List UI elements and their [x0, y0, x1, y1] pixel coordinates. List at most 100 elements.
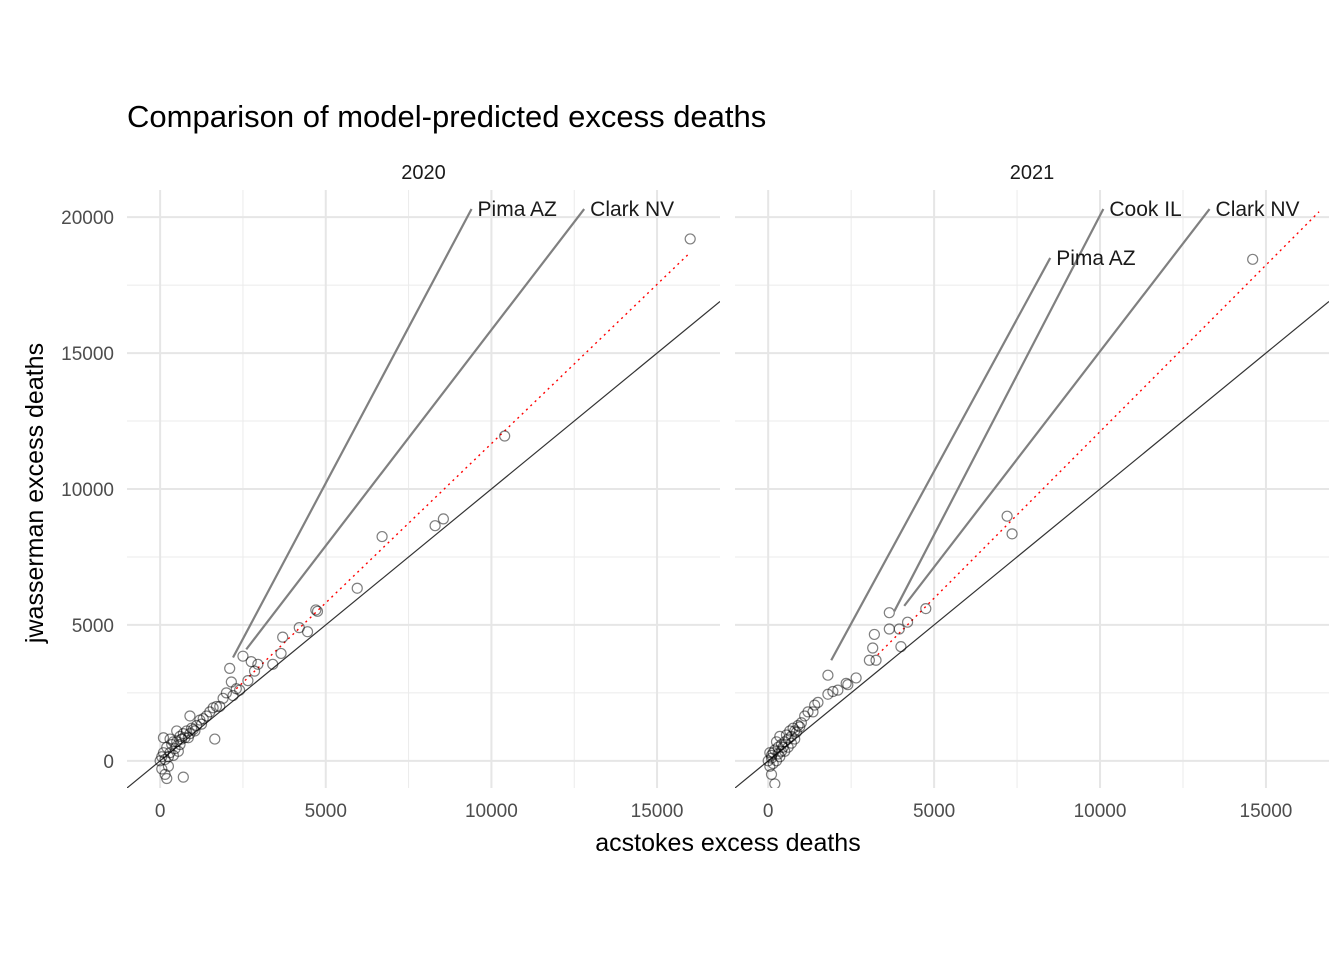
data-point [770, 755, 783, 767]
data-point [376, 530, 388, 543]
data-point [207, 702, 219, 714]
data-point [242, 675, 254, 687]
identity-line [127, 300, 720, 788]
data-point [901, 616, 914, 628]
data-point [197, 713, 209, 725]
data-point [779, 745, 791, 757]
data-point [850, 672, 862, 684]
identity-line [735, 300, 1329, 788]
annotation-label: Pima AZ [478, 198, 558, 221]
data-point [870, 654, 882, 666]
data-point [863, 654, 875, 666]
data-point [764, 760, 776, 772]
data-point [1006, 528, 1018, 540]
data-point [765, 768, 778, 781]
data-point [214, 700, 226, 713]
data-point [822, 688, 834, 700]
panel-2021: 2021 0 5000 10000 15000 Cook IL Pima AZ Clark N… [735, 162, 1329, 822]
data-point [186, 722, 198, 734]
data-point [770, 736, 783, 748]
data-point [161, 772, 173, 785]
x-tick-label: 5000 [305, 801, 347, 822]
data-point [842, 679, 854, 691]
data-point [220, 687, 232, 699]
data-point [772, 748, 784, 760]
data-point [277, 631, 289, 643]
data-point [187, 723, 199, 736]
data-point [767, 757, 779, 770]
data-point [789, 733, 801, 745]
data-point [184, 710, 196, 722]
x-tick-label: 10000 [1074, 801, 1127, 822]
annotation-line [903, 208, 1211, 607]
data-point [237, 650, 249, 662]
data-point [351, 582, 363, 594]
data-point [764, 747, 776, 759]
data-point [167, 736, 179, 748]
fit-line [235, 252, 691, 690]
data-point [802, 706, 814, 718]
data-point [832, 684, 844, 696]
annotation-label: Clark NV [590, 198, 674, 221]
data-point [809, 699, 821, 711]
data-point [684, 233, 696, 245]
data-point [822, 669, 834, 681]
data-point [157, 732, 170, 744]
data-point [234, 684, 246, 696]
x-tick-label: 0 [155, 801, 166, 822]
data-point [774, 730, 786, 742]
panel-plot-area [735, 211, 1329, 788]
annotation-label: Cook IL [1109, 198, 1181, 221]
data-point [787, 722, 799, 734]
data-point [883, 607, 895, 619]
y-tick-label: 20000 [61, 208, 114, 229]
data-point [311, 605, 324, 617]
data-point [156, 751, 168, 763]
data-point [275, 647, 287, 660]
data-point [782, 741, 794, 753]
annotation-line [232, 208, 473, 659]
data-point [171, 725, 183, 737]
data-point [177, 771, 189, 783]
data-point [784, 725, 796, 737]
data-point [252, 658, 264, 670]
data-point [812, 696, 824, 708]
y-tick-label: 0 [103, 752, 114, 773]
data-point [209, 733, 221, 745]
x-tick-label: 10000 [465, 801, 518, 822]
data-point [310, 604, 322, 616]
panels-layer: 2020 0 5000 10000 15000 0 5000 10000 15000 20000 P… [61, 162, 1329, 822]
x-tick-label: 5000 [913, 801, 955, 822]
data-point [1247, 253, 1259, 265]
data-point [794, 721, 806, 733]
data-point [204, 706, 216, 718]
x-axis-title: acstokes excess deaths [595, 829, 860, 857]
annotation-line [893, 208, 1105, 612]
panel-strip-label: 2021 [1010, 162, 1055, 184]
data-point [785, 737, 798, 749]
data-point [437, 513, 449, 525]
data-point [200, 710, 213, 722]
data-point [920, 602, 932, 615]
data-point [293, 622, 305, 634]
data-point [790, 726, 802, 738]
panel-2020: 2020 0 5000 10000 15000 0 5000 10000 15000 20000 P… [61, 162, 720, 822]
data-point [159, 753, 171, 766]
data-point [775, 745, 788, 757]
data-point [184, 728, 196, 740]
annotation-label: Pima AZ [1056, 247, 1136, 270]
panel-plot-area [127, 233, 720, 788]
y-tick-label: 10000 [61, 480, 114, 501]
data-point [162, 760, 175, 772]
chart-title: Comparison of model-predicted excess dea… [127, 99, 766, 134]
data-point [429, 520, 441, 532]
data-point [883, 623, 895, 635]
panel-strip-label: 2020 [401, 162, 446, 184]
x-tick-label: 0 [763, 801, 774, 822]
data-point [867, 642, 879, 654]
x-tick-label: 15000 [631, 801, 684, 822]
y-tick-label: 15000 [61, 344, 114, 365]
data-point [1001, 510, 1013, 522]
annotation-line [245, 208, 586, 651]
